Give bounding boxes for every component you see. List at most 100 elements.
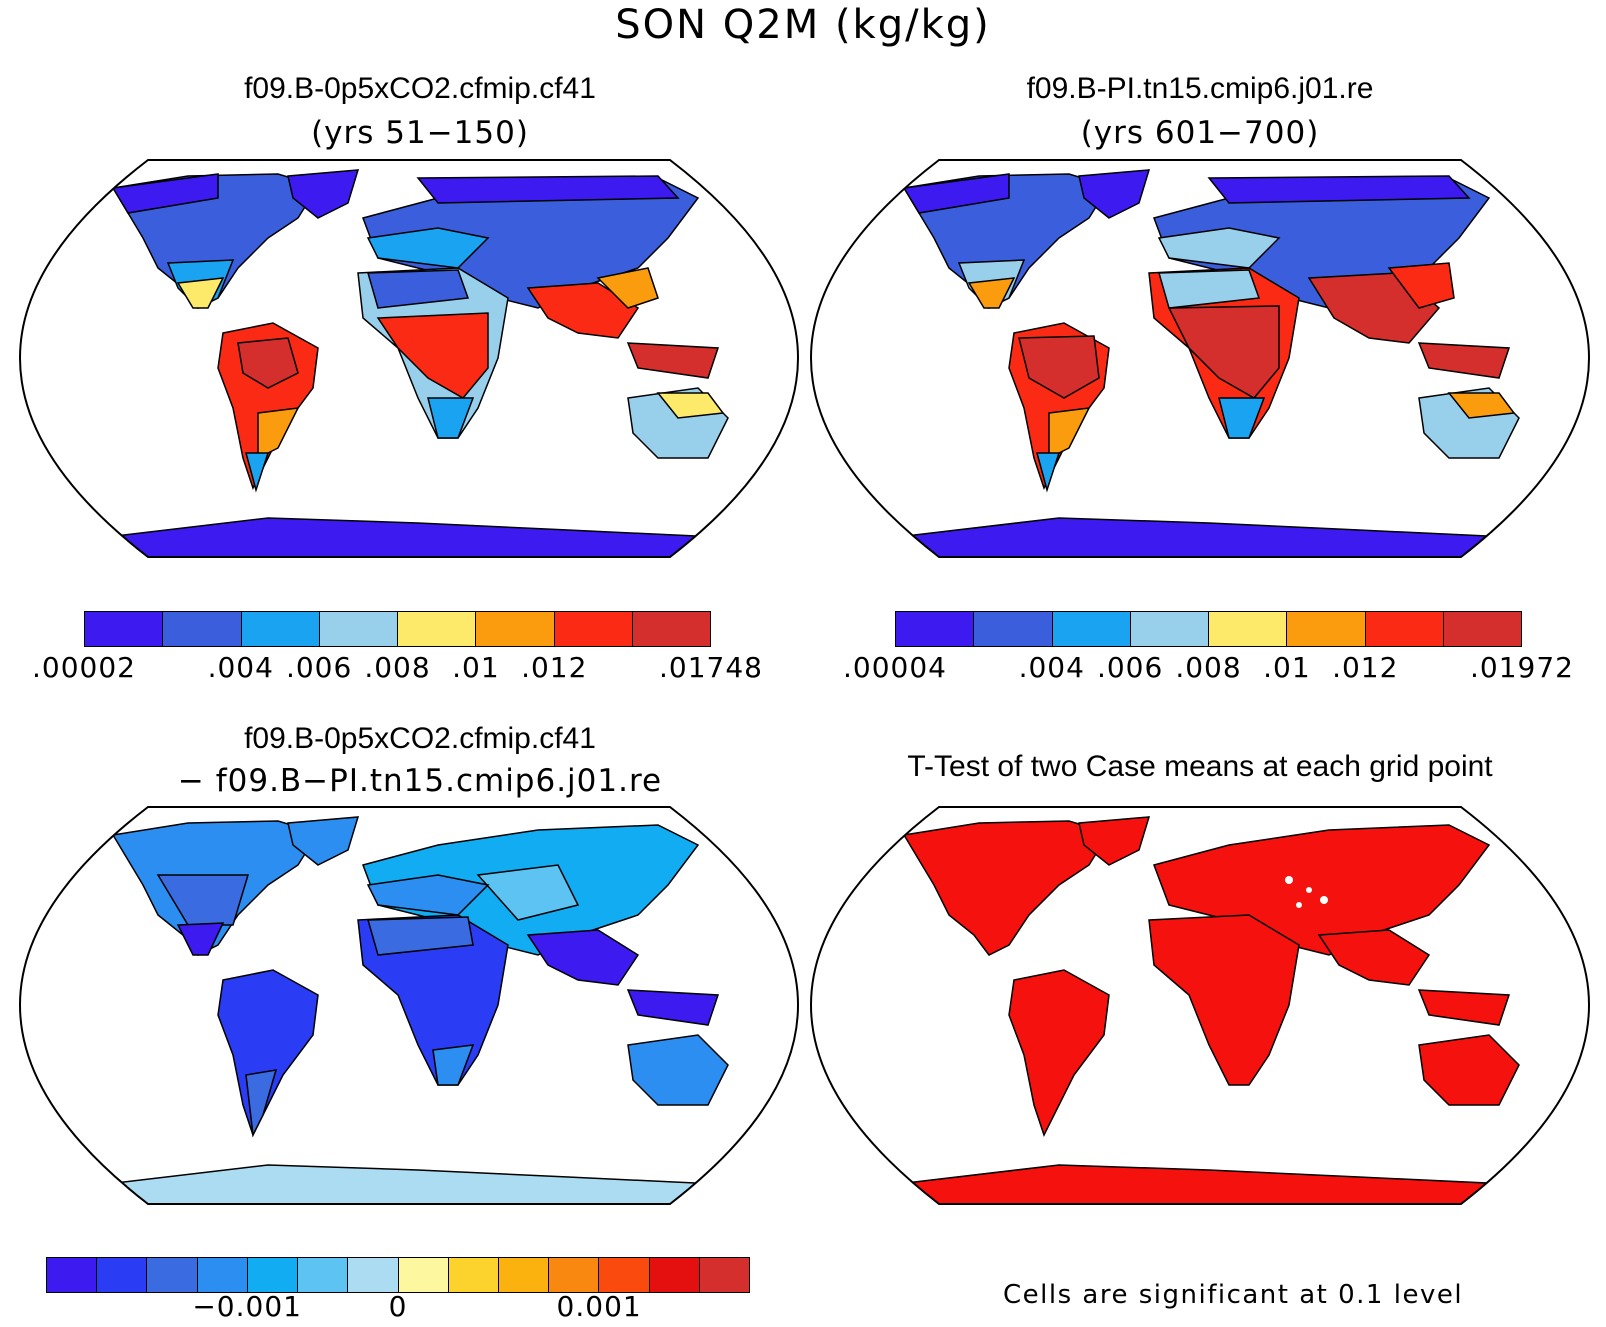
colorbar-tick-label: .012 [1332, 651, 1399, 684]
colorbar-swatch [699, 1258, 750, 1292]
colorbar-swatch [974, 612, 1053, 646]
panel-subtitle-bottom-left: − f09.B−PI.tn15.cmip6.j01.re [177, 763, 663, 799]
region-south-asia [526, 929, 640, 986]
region-na-interior [156, 874, 250, 926]
colorbar-swatch [398, 1258, 449, 1292]
region-patagonia [1036, 452, 1061, 493]
colorbar-swatch [298, 1258, 349, 1292]
region-mexico [176, 922, 225, 956]
region-europe [366, 227, 490, 269]
colorbar-swatch [649, 1258, 700, 1292]
colorbar-top-left [84, 611, 711, 647]
colorbar-swatch [1365, 612, 1444, 646]
colorbar-labels-bottom-left: −0.001 0 0.001 [46, 1290, 750, 1324]
colorbar-swatch [1209, 612, 1288, 646]
colorbar-swatch [632, 612, 710, 646]
map-top-right [809, 159, 1591, 558]
colorbar-tick-label: .01 [1263, 651, 1311, 684]
region-north-australia [1447, 392, 1516, 419]
colorbar-swatch [47, 1258, 98, 1292]
colorbar-swatch [85, 612, 164, 646]
region-south-africa [427, 397, 475, 439]
colorbar-tick-label: .004 [1018, 651, 1085, 684]
panel-subtitle-top-left: (yrs 51−150) [311, 115, 529, 151]
colorbar-swatch [1130, 612, 1209, 646]
colorbar-swatch [549, 1258, 600, 1292]
colorbar-tick-label: .008 [1175, 651, 1242, 684]
map-bottom-right [809, 806, 1591, 1205]
region-greenland [287, 816, 360, 866]
region-greenland [287, 169, 360, 219]
colorbar-swatch [147, 1258, 198, 1292]
colorbar-swatch [348, 1258, 399, 1292]
colorbar-top-right [895, 611, 1522, 647]
colorbar-swatch [197, 1258, 248, 1292]
panel-title-top-right: f09.B-PI.tn15.cmip6.j01.re [1026, 72, 1374, 105]
colorbar-labels-top-left: .00002 .004 .006 .008 .01 .012 .01748 [32, 651, 762, 685]
region-antarctica [811, 1164, 1589, 1204]
region-indonesia [626, 342, 720, 379]
region-africa [1148, 914, 1300, 1086]
colorbar-swatch [476, 612, 555, 646]
region-europe [366, 874, 490, 916]
region-sahara [367, 916, 474, 956]
region-indonesia [1417, 342, 1511, 379]
map-outline [809, 159, 1591, 558]
figure-title: SON Q2M (kg/kg) [615, 2, 991, 48]
insignificant-cell [1320, 896, 1328, 904]
colorbar-swatch [896, 612, 975, 646]
colorbar-swatch [1052, 612, 1131, 646]
map-outline [18, 159, 800, 558]
colorbar-tick-label: .006 [1096, 651, 1164, 684]
colorbar-labels-top-right: .00004 .004 .006 .008 .01 .012 .01972 [843, 651, 1573, 685]
colorbar-swatch [554, 612, 633, 646]
panel-title-top-left: f09.B-0p5xCO2.cfmip.cf41 [244, 72, 596, 105]
colorbar-tick-label: .00002 [32, 651, 136, 684]
colorbar-swatch [448, 1258, 499, 1292]
region-mexico [176, 277, 225, 309]
region-europe [1157, 227, 1281, 269]
region-south-asia [1317, 929, 1431, 986]
colorbar-swatch [247, 1258, 299, 1292]
region-se-asia [1387, 262, 1455, 309]
region-greenland [1078, 169, 1151, 219]
insignificant-cell [1306, 887, 1312, 893]
colorbar-tick-label: .00004 [843, 651, 947, 684]
region-south-america [1008, 969, 1110, 1137]
colorbar-swatch [163, 612, 242, 646]
colorbar-tick-label: −0.001 [192, 1290, 302, 1323]
panel-title-bottom-right: T-Test of two Case means at each grid po… [907, 750, 1493, 783]
region-sahara [367, 269, 470, 309]
colorbar-tick-label: .012 [521, 651, 588, 684]
colorbar-tick-label: .004 [207, 651, 274, 684]
map-outline [809, 806, 1591, 1205]
region-australia [1418, 1034, 1520, 1106]
colorbar-tick-label: .01972 [1470, 651, 1574, 684]
region-sa-south [1048, 407, 1091, 460]
map-top-left [18, 159, 800, 558]
map-outline [18, 806, 800, 1205]
region-north-australia [656, 392, 725, 419]
region-sahara [1158, 269, 1261, 309]
region-south-africa [1218, 397, 1266, 439]
region-patagonia [245, 452, 270, 493]
region-se-asia [596, 267, 659, 309]
insignificant-cell [1285, 876, 1293, 884]
region-antarctica [20, 1164, 798, 1204]
colorbar-tick-label: .01748 [659, 651, 763, 684]
region-siberia [1207, 175, 1471, 204]
region-amazon [1018, 335, 1100, 399]
colorbar-bottom-left [46, 1257, 750, 1293]
region-north-america [902, 820, 1111, 956]
colorbar-swatch [97, 1258, 148, 1292]
region-mexico [967, 277, 1016, 309]
colorbar-tick-label: 0.001 [556, 1290, 642, 1323]
region-greenland [1078, 816, 1151, 866]
colorbar-swatch [319, 612, 398, 646]
region-australia [627, 1034, 729, 1106]
colorbar-tick-label: .008 [364, 651, 431, 684]
colorbar-swatch [1287, 612, 1366, 646]
region-central-asia [476, 864, 580, 921]
map-bottom-left [18, 806, 800, 1205]
region-indonesia [626, 989, 720, 1026]
